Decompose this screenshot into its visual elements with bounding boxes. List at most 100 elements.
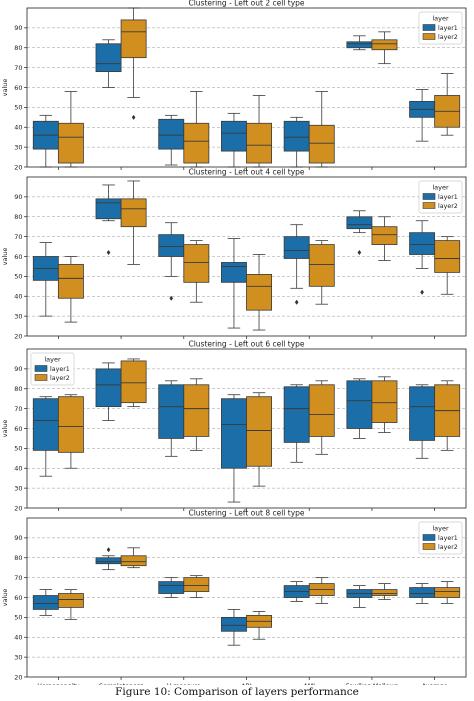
legend-swatch-layer1 [422,24,436,31]
box-layer1-6 [409,89,436,142]
box-layer2-4 [308,577,335,604]
x-tick-label: Homogeneity [37,683,80,685]
box-body [283,120,310,152]
box-body [158,234,185,257]
box-layer1-6 [409,384,436,459]
box-body [158,581,185,594]
box-body [283,236,310,259]
outlier-point [357,250,362,256]
box-layer1-0 [32,589,59,616]
legend-label-layer2: layer2 [438,34,458,41]
outlier-point [131,114,136,120]
box-layer1-1 [95,362,122,421]
legend-title: layer [44,356,61,364]
box-body [95,198,122,220]
chart-title: Clustering - Left out 6 cell type [188,340,304,349]
y-tick-label: 30 [14,312,22,320]
box-body [409,386,436,441]
legend-swatch-layer2 [422,33,436,40]
box-layer2-4 [308,240,335,305]
chart-title: Clustering - Left out 8 cell type [188,509,304,518]
x-tick-label: ARI [241,683,252,685]
box-layer2-1 [120,547,147,569]
y-tick-label: 20 [14,673,22,681]
y-tick-label: 80 [14,554,22,562]
box-layer1-0 [32,242,59,317]
y-tick-label: 20 [14,504,22,512]
outlier-point [106,547,111,553]
box-layer2-0 [57,256,84,323]
legend-label-layer2: layer2 [438,203,458,210]
box-layer1-5 [346,210,373,256]
box-body [57,122,84,164]
outlier-point [294,299,299,305]
legend: layer layer1 layer2 [418,180,463,214]
y-tick-label: 70 [14,233,22,241]
box-layer1-4 [283,384,310,463]
legend-label-layer1: layer1 [438,25,458,32]
y-tick-label: 90 [14,24,22,32]
box-body [346,41,373,49]
box-layer2-6 [434,73,461,136]
box-layer1-4 [283,581,310,602]
y-tick-label: 60 [14,253,22,261]
y-tick-label: 60 [14,84,22,92]
box-layer2-0 [57,394,84,469]
box-layer1-6 [409,583,436,604]
box-body [308,244,335,287]
box-body [95,557,122,565]
box-layer2-1 [120,358,147,408]
box-body [120,19,147,59]
y-tick-label: 30 [14,484,22,492]
legend-swatch-layer1 [422,534,436,541]
legend: layer layer1 layer2 [418,11,463,45]
box-body [246,273,272,311]
y-axis-label: value [1,248,9,266]
y-tick-label: 50 [14,273,22,281]
y-tick-label: 70 [14,574,22,582]
box-body [346,380,373,429]
box-layer2-4 [308,380,335,455]
y-tick-label: 30 [14,653,22,661]
box-body [221,616,247,632]
y-tick-label: 80 [14,44,22,52]
y-tick-label: 40 [14,124,22,132]
box-layer2-0 [57,91,84,168]
legend-label-layer1: layer1 [438,194,458,201]
y-tick-label: 90 [14,193,22,201]
box-layer2-3 [246,392,272,487]
y-tick-label: 90 [14,534,22,542]
box-layer1-1 [95,547,122,571]
y-tick-label: 20 [14,163,22,171]
legend: layer layer1 layer2 [30,352,75,386]
legend-label-layer2: layer2 [438,544,458,551]
y-tick-label: 50 [14,445,22,453]
legend-label-layer1: layer1 [438,535,458,542]
outlier-point [169,295,174,301]
box-layer2-5 [371,31,398,65]
box-body [120,555,147,567]
box-layer2-2 [183,575,210,598]
legend-label-layer1: layer1 [50,366,70,373]
y-tick-label: 80 [14,213,22,221]
legend-swatch-layer2 [422,543,436,550]
box-body [95,43,122,73]
legend-swatch-layer1 [422,193,436,200]
box-body [371,39,398,51]
legend-swatch-layer2 [34,374,48,381]
box-layer2-6 [434,581,461,604]
x-tick-label: Average [422,683,448,685]
box-layer2-2 [183,378,210,451]
chart-title: Clustering - Left out 2 cell type [188,0,304,8]
legend-title: layer [432,184,449,192]
box-layer1-2 [158,577,185,598]
legend-label-layer2: layer2 [50,375,70,382]
box-layer1-0 [32,114,59,168]
box-body [32,398,59,451]
box-body [308,124,335,164]
box-layer2-1 [120,180,147,265]
y-tick-label: 40 [14,293,22,301]
box-layer1-5 [346,585,373,608]
box-body [32,595,59,610]
legend-swatch-layer2 [422,202,436,209]
